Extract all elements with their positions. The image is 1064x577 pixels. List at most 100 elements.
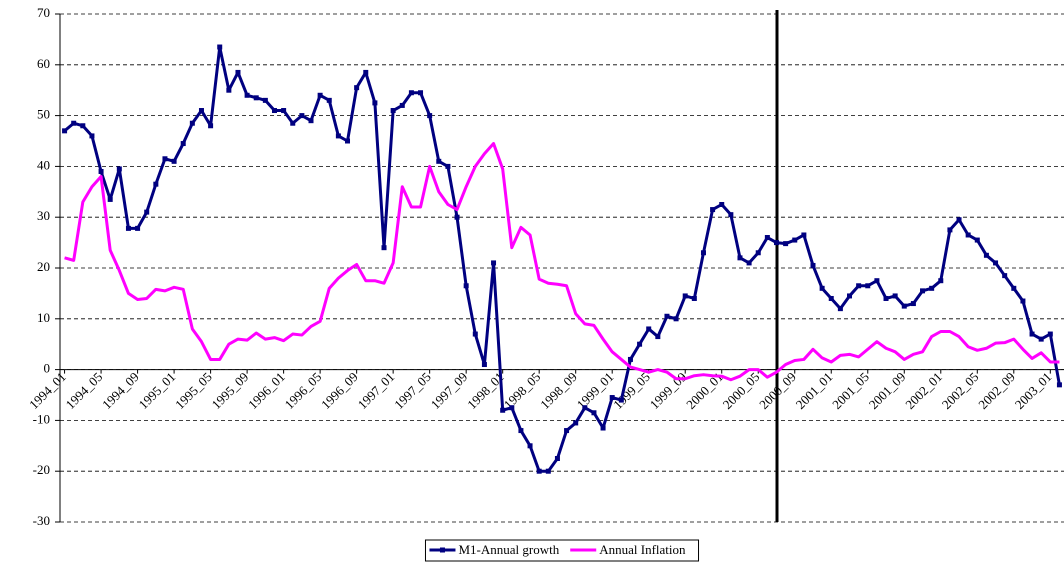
data-point: [1011, 285, 1017, 291]
data-point: [938, 278, 944, 284]
data-point: [463, 283, 469, 289]
data-point: [618, 397, 624, 403]
data-point: [755, 250, 761, 256]
data-point: [244, 92, 250, 98]
data-point: [262, 97, 268, 103]
data-point: [454, 214, 460, 220]
y-tick-label: 50: [37, 107, 50, 122]
data-point: [901, 303, 907, 309]
legend-label: Annual Inflation: [599, 542, 686, 557]
y-tick-label: -30: [33, 513, 50, 528]
data-point: [363, 69, 369, 75]
data-point: [728, 212, 734, 218]
data-point: [600, 425, 606, 431]
x-tick-label: 1995_01: [136, 369, 179, 412]
data-point: [691, 295, 697, 301]
legend-box: [424, 539, 700, 562]
legend-marker: [439, 547, 445, 553]
data-point: [947, 227, 953, 233]
data-point: [153, 181, 159, 187]
x-tick-label: 1994_05: [63, 369, 106, 412]
data-point: [98, 168, 104, 174]
y-tick-label: 60: [37, 56, 50, 71]
y-tick-label: 0: [44, 361, 51, 376]
data-point: [162, 156, 168, 162]
data-point: [837, 306, 843, 312]
data-point: [509, 405, 515, 411]
data-point: [929, 285, 935, 291]
data-point: [125, 225, 131, 231]
data-point: [235, 69, 241, 75]
x-tick-label: 1997_09: [428, 369, 471, 412]
data-point: [783, 241, 789, 247]
data-point: [317, 92, 323, 98]
data-point: [956, 217, 962, 223]
data-point: [427, 113, 433, 119]
data-point: [171, 158, 177, 164]
x-tick-label: 1997_01: [355, 369, 398, 412]
data-point: [189, 120, 195, 126]
data-point: [554, 456, 560, 461]
data-point: [609, 395, 615, 401]
x-tick-label: 1996_09: [318, 369, 361, 412]
data-point: [71, 120, 77, 126]
data-point: [965, 232, 971, 238]
x-tick-label: 2003_01: [1012, 369, 1055, 412]
x-tick-label: 1998_05: [501, 369, 544, 412]
data-point: [536, 468, 542, 474]
data-point: [62, 128, 68, 134]
y-tick-label: -10: [33, 411, 50, 426]
y-tick-label: 70: [37, 5, 50, 20]
data-point: [801, 232, 807, 238]
data-point: [217, 44, 223, 50]
data-point: [582, 405, 588, 411]
data-point: [144, 209, 150, 215]
data-point: [627, 356, 633, 362]
data-point: [664, 313, 670, 319]
data-point: [892, 293, 898, 299]
x-tick-label: 2001_05: [829, 369, 872, 412]
x-tick-label: 1994_09: [99, 369, 142, 412]
data-point: [573, 420, 579, 426]
data-point: [281, 108, 287, 114]
data-point: [1020, 298, 1026, 304]
x-tick-label: 1996_01: [245, 369, 288, 412]
legend: M1-Annual growth Annual Inflation: [424, 539, 700, 562]
data-point: [856, 283, 862, 289]
x-tick-label: 1994_01: [26, 369, 69, 412]
data-point: [993, 260, 999, 266]
data-point: [874, 278, 880, 284]
data-point: [710, 207, 716, 213]
y-tick-label: 30: [37, 208, 50, 223]
data-point: [646, 326, 652, 332]
data-point: [737, 255, 743, 261]
data-point: [637, 341, 643, 347]
y-tick-label: 20: [37, 259, 50, 274]
data-point: [673, 316, 679, 322]
data-point: [180, 141, 186, 147]
data-point: [1038, 336, 1044, 342]
data-point: [290, 120, 296, 126]
data-point: [564, 428, 570, 434]
data-point: [527, 443, 533, 449]
data-point: [390, 108, 396, 114]
x-tick-label: 1995_05: [172, 369, 215, 412]
data-point: [792, 237, 798, 243]
series-line: [64, 142, 1060, 382]
data-point: [271, 108, 277, 114]
data-point: [208, 123, 214, 129]
x-tick-label: 1998_09: [537, 369, 580, 412]
data-point: [299, 113, 305, 119]
data-point: [335, 133, 341, 139]
data-point: [372, 100, 378, 106]
data-point: [107, 196, 113, 202]
data-point: [719, 202, 725, 207]
data-point: [326, 97, 332, 103]
data-point: [354, 85, 360, 91]
x-tick-label: 2001_09: [866, 369, 909, 412]
x-tick-label: 2002_01: [902, 369, 945, 412]
data-point: [545, 468, 551, 474]
data-point: [345, 138, 351, 144]
data-point: [472, 331, 478, 337]
data-point: [746, 260, 752, 266]
